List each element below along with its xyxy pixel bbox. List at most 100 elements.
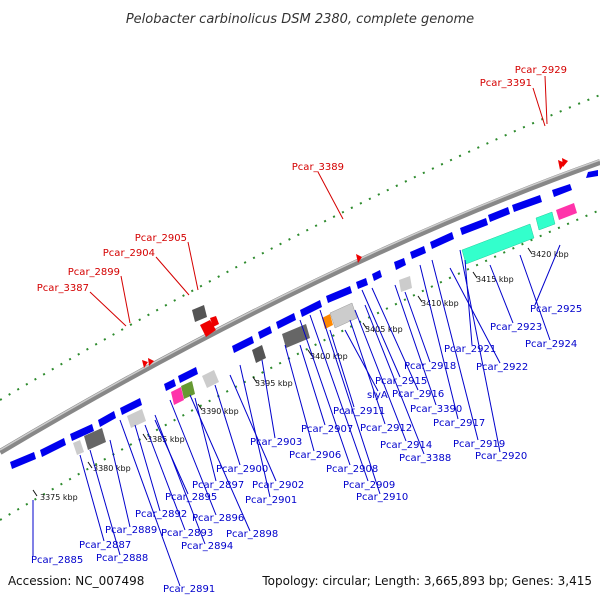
rna-marker	[210, 316, 219, 327]
leader-line	[299, 319, 351, 466]
scale-tick	[362, 322, 368, 330]
forward-gene	[10, 452, 36, 469]
tick-label: 3405 kbp	[365, 325, 403, 334]
scale-tick	[252, 376, 258, 384]
leader-line	[154, 414, 206, 545]
forward-gene	[372, 270, 382, 281]
scale-tick	[32, 489, 38, 497]
leader-line	[229, 374, 277, 482]
leader-line	[489, 264, 514, 324]
tick-label: 3380 kbp	[93, 464, 131, 473]
leader-line	[431, 259, 479, 441]
tick-label: 3390 kbp	[201, 407, 239, 416]
leader-line	[261, 359, 276, 439]
forward-gene	[394, 258, 406, 270]
rna-marker	[356, 254, 362, 263]
tick-label: 3375 kbp	[40, 493, 78, 502]
leader-line	[144, 424, 186, 531]
forward-gene	[552, 184, 572, 197]
inner-dotted-arc	[0, 209, 600, 521]
leader-line	[344, 329, 379, 392]
forward-gene	[460, 218, 488, 235]
feature-pink	[556, 203, 577, 220]
gene-label: Pcar_2900	[216, 464, 268, 475]
gene-label: Pcar_2887	[79, 540, 131, 551]
gene-label: Pcar_2914	[380, 440, 432, 451]
leader-line	[309, 314, 369, 482]
scale-tick	[197, 403, 203, 411]
gene-label: Pcar_2924	[525, 339, 577, 350]
gene-label: Pcar_2909	[343, 480, 395, 491]
gene-label: Pcar_2912	[360, 423, 412, 434]
gene-label: Pcar_2908	[326, 464, 378, 475]
forward-gene	[40, 438, 66, 457]
tick-label: 3400 kbp	[310, 352, 348, 361]
forward-gene	[410, 246, 426, 259]
feature-gray	[329, 302, 358, 329]
tick-label: 3395 kbp	[255, 379, 293, 388]
leader-line	[119, 419, 181, 587]
feature-gray	[73, 440, 84, 455]
forward-gene	[326, 286, 352, 303]
tick-label: 3420 kbp	[531, 250, 569, 259]
gene-label: Pcar_2903	[250, 437, 302, 448]
feature-darkgray	[84, 428, 106, 450]
gene-label: Pcar_2907	[301, 424, 353, 435]
gene-label: Pcar_2910	[356, 492, 408, 503]
topology-label: Topology: circular; Length: 3,665,893 bp…	[261, 574, 592, 588]
gene-label: Pcar_2899	[68, 267, 120, 278]
gene-label: Pcar_2901	[245, 495, 297, 506]
feature-teal	[461, 223, 535, 265]
leader-line	[404, 291, 431, 363]
forward-gene	[488, 207, 510, 222]
leader-line	[394, 284, 437, 406]
feature-gray	[127, 409, 146, 428]
leader-line	[79, 454, 105, 542]
gene-label: Pcar_2891	[163, 584, 215, 595]
forward-gene	[70, 424, 94, 441]
gene-label: Pcar_2904	[103, 248, 155, 259]
feature-boxes	[73, 203, 577, 455]
leader-line	[120, 275, 131, 324]
gene-label: Pcar_2906	[289, 450, 341, 461]
gene-label: Pcar_2918	[404, 361, 456, 372]
scale-tick	[307, 349, 313, 357]
accession-label: Accession: NC_007498	[8, 574, 144, 588]
gene-label: Pcar_2920	[475, 451, 527, 462]
forward-gene	[300, 300, 322, 317]
scale-ticks	[32, 247, 533, 497]
leader-line	[449, 267, 501, 364]
gene-label: Pcar_2915	[375, 376, 427, 387]
leader-line	[532, 87, 546, 127]
feature-darkgray	[192, 305, 207, 322]
gene-label: Pcar_2917	[433, 418, 485, 429]
leader-line	[189, 394, 251, 532]
leader-line	[169, 399, 217, 516]
leader-line	[534, 244, 561, 306]
gene-label: Pcar_3389	[292, 162, 344, 173]
leader-line	[214, 384, 241, 466]
red-label-group: Pcar_2929 Pcar_3391 Pcar_3389 Pcar_2905 …	[37, 65, 567, 294]
scale-tick	[527, 247, 533, 255]
leader-line	[89, 291, 127, 327]
rna-marker	[200, 320, 216, 337]
scale-tick	[87, 461, 93, 469]
gene-label: Pcar_3390	[410, 404, 462, 415]
feature-gray	[202, 370, 219, 388]
leader-line	[354, 309, 407, 442]
leader-line	[134, 424, 161, 512]
leader-line	[194, 397, 217, 482]
leader-line	[89, 449, 121, 556]
scale-tick-labels: 3375 kbp 3380 kbp 3385 kbp 3390 kbp 3395…	[40, 250, 569, 502]
gene-label: Pcar_2921	[444, 344, 496, 355]
gene-label: Pcar_3387	[37, 283, 89, 294]
leader-line	[364, 304, 425, 455]
rna-marker	[142, 360, 148, 368]
scale-tick	[417, 295, 423, 303]
gene-label: Pcar_3388	[399, 453, 451, 464]
gene-label: Pcar_2893	[161, 528, 213, 539]
forward-gene	[232, 336, 254, 353]
scale-tick	[472, 271, 478, 279]
